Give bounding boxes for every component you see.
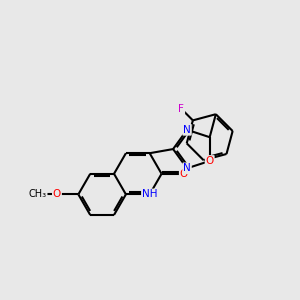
Text: CH₃: CH₃ (28, 189, 47, 200)
Text: N: N (183, 125, 191, 135)
Text: O: O (53, 189, 61, 200)
Text: NH: NH (142, 189, 158, 200)
Text: O: O (180, 169, 188, 179)
Text: F: F (178, 104, 184, 114)
Text: N: N (183, 163, 191, 173)
Text: O: O (206, 156, 214, 166)
